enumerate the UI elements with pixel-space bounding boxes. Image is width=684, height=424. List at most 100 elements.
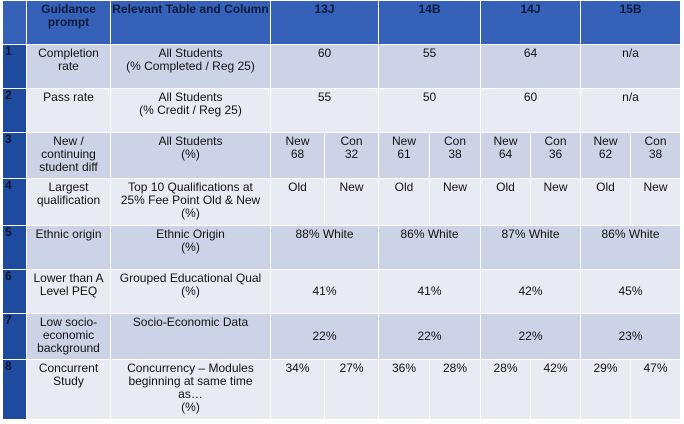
value-cell: 64: [480, 44, 581, 90]
table-row: 3 New / continuing student diff All Studen…: [2, 132, 681, 180]
split-cell: Old New: [581, 179, 680, 225]
sub-value: New 64: [493, 134, 518, 162]
sub-value: 28%: [493, 360, 518, 375]
value-cell: 22%: [480, 312, 581, 360]
split-cell: New 64 Con 36: [481, 133, 580, 179]
value-cell: 22%: [270, 312, 379, 360]
split-cell: 36% 28%: [379, 359, 480, 419]
split-cell: 29% 47%: [581, 359, 680, 419]
header-cell: 13J: [270, 0, 379, 46]
row-number: 5: [2, 224, 27, 270]
sub-value: New 68: [285, 134, 310, 162]
value-cell: 50: [378, 88, 481, 134]
split-cell: Old New: [379, 179, 480, 225]
sub-value: 27%: [324, 359, 378, 419]
table-row: 1 Completion rate All Students (% Complete…: [2, 44, 681, 90]
table-column: Ethnic Origin (%): [110, 224, 271, 270]
value-cell: 45%: [580, 268, 681, 314]
row-number: 3: [2, 132, 27, 180]
value-cell: Old New: [378, 178, 481, 226]
value-cell: New 62 Con 38: [580, 132, 681, 180]
guidance-prompt: Low socio- economic background: [26, 312, 111, 360]
guidance-prompt: Ethnic origin: [26, 224, 111, 270]
value-cell: New 64 Con 36: [480, 132, 581, 180]
value-cell: 87% White: [480, 224, 581, 270]
value-cell: 23%: [580, 312, 681, 360]
sub-value: 28%: [429, 359, 480, 419]
header-cell: 15B: [580, 0, 681, 46]
sub-value: 36%: [391, 360, 417, 375]
value-cell: 41%: [378, 268, 481, 314]
value-cell: Old New: [480, 178, 581, 226]
sub-value: 29%: [593, 360, 618, 375]
table-row: 4 Largest qualification Top 10 Qualificati…: [2, 178, 681, 226]
guidance-prompt: Lower than A Level PEQ: [26, 268, 111, 314]
header-row: Guidance prompt Relevant Table and Column…: [2, 0, 681, 46]
value-cell: 55: [270, 88, 379, 134]
value-cell: 88% White: [270, 224, 379, 270]
value-cell: 28% 42%: [480, 358, 581, 421]
sub-value: 47%: [630, 359, 680, 419]
split-cell: Old New: [481, 179, 580, 225]
table-column: All Students (%): [110, 132, 271, 180]
sub-value: Con 38: [429, 133, 480, 179]
table-column: Top 10 Qualifications at 25% Fee Point O…: [110, 178, 271, 226]
sub-value: Old: [496, 180, 515, 195]
value-cell: Old New: [580, 178, 681, 226]
value-cell: n/a: [580, 44, 681, 90]
value-cell: 60: [480, 88, 581, 134]
sub-value: 34%: [285, 360, 310, 375]
guidance-prompt: Completion rate: [26, 44, 111, 90]
sub-value: New: [530, 179, 580, 225]
value-cell: n/a: [580, 88, 681, 134]
value-cell: 55: [378, 44, 481, 90]
sub-value: Old: [394, 180, 414, 195]
table-column: Concurrency – Modules beginning at same …: [110, 358, 271, 421]
split-cell: 34% 27%: [271, 359, 378, 419]
table-column: All Students (% Credit / Reg 25): [110, 88, 271, 134]
value-cell: 60: [270, 44, 379, 90]
header-cell: 14J: [480, 0, 581, 46]
row-number: 8: [2, 358, 27, 421]
guidance-prompt: Concurrent Study: [26, 358, 111, 421]
guidance-prompt: New / continuing student diff: [26, 132, 111, 180]
split-cell: New 61 Con 38: [379, 133, 480, 179]
value-cell: New 68 Con 32: [270, 132, 379, 180]
table-row: 6 Lower than A Level PEQ Grouped Education…: [2, 268, 681, 314]
table-row: 8 Concurrent Study Concurrency – Modules b…: [2, 358, 681, 421]
header-cell: 14B: [378, 0, 481, 46]
guidance-prompt: Largest qualification: [26, 178, 111, 226]
sub-value: New 62: [593, 134, 618, 162]
value-cell: Old New: [270, 178, 379, 226]
table-column: Socio-Economic Data: [110, 312, 271, 360]
table-column: All Students (% Completed / Reg 25): [110, 44, 271, 90]
table-row: 5 Ethnic origin Ethnic Origin (%) 88% White…: [2, 224, 681, 270]
sub-value: New 61: [391, 134, 416, 162]
sub-value: Old: [596, 180, 615, 195]
table-row: 7 Low socio- economic background Socio-Eco…: [2, 312, 681, 360]
split-cell: New 68 Con 32: [271, 133, 378, 179]
sub-value: Con 32: [324, 133, 378, 179]
sub-value: Con 38: [630, 133, 680, 179]
sub-value: New: [324, 179, 378, 225]
value-cell: 86% White: [580, 224, 681, 270]
sub-value: 42%: [530, 359, 580, 419]
row-number: 7: [2, 312, 27, 360]
sub-value: New: [429, 179, 480, 225]
header-cell: Relevant Table and Column: [110, 0, 271, 46]
header-cell: [2, 0, 27, 46]
value-cell: 34% 27%: [270, 358, 379, 421]
value-cell: 86% White: [378, 224, 481, 270]
value-cell: 29% 47%: [580, 358, 681, 421]
value-cell: New 61 Con 38: [378, 132, 481, 180]
split-cell: 28% 42%: [481, 359, 580, 419]
split-cell: New 62 Con 38: [581, 133, 680, 179]
sub-value: New: [630, 179, 680, 225]
header-cell: Guidance prompt: [26, 0, 111, 46]
value-cell: 42%: [480, 268, 581, 314]
table-row: 2 Pass rate All Students (% Credit / Reg 2…: [2, 88, 681, 134]
split-cell: Old New: [271, 179, 378, 225]
value-cell: 41%: [270, 268, 379, 314]
